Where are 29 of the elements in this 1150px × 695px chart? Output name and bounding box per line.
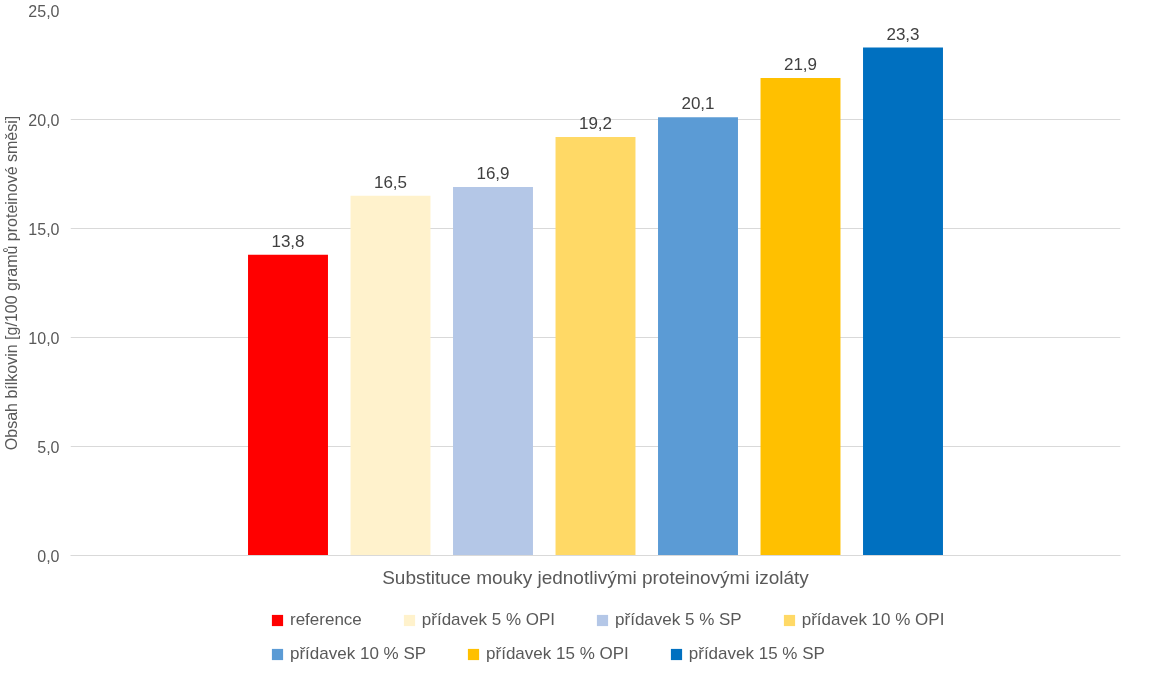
legend-label: přídavek 10 % OPI — [801, 610, 945, 630]
data-label: 16,9 — [476, 164, 510, 184]
y-tick-label: 5,0 — [37, 438, 60, 456]
bar — [350, 195, 431, 556]
data-label: 16,5 — [373, 172, 408, 192]
legend-label: přídavek 5 % OPI — [421, 610, 556, 630]
legend-label: reference — [290, 610, 362, 630]
legend-label: přídavek 15 % OPI — [486, 644, 629, 664]
bar — [658, 117, 738, 556]
data-label: 23,3 — [886, 24, 920, 44]
y-tick-label: 25,0 — [28, 2, 60, 20]
y-tick-label: 0,0 — [37, 547, 60, 565]
bar — [760, 78, 841, 556]
legend-label: přídavek 10 % SP — [290, 644, 427, 664]
data-label: 20,1 — [681, 94, 715, 114]
data-label: 19,2 — [578, 113, 613, 133]
y-tick-label: 10,0 — [28, 329, 60, 347]
x-axis-title: Substituce mouky jednotlivými proteinovými izoláty — [382, 566, 810, 588]
bar — [248, 254, 328, 556]
bar — [863, 47, 943, 556]
y-tick-label: 15,0 — [28, 220, 60, 238]
bar — [453, 187, 533, 556]
y-axis-title: Obsah bílkovin [g/100 gramů proteinové směsi] — [3, 115, 21, 451]
data-label: 21,9 — [783, 55, 818, 75]
legend-label: přídavek 5 % SP — [615, 610, 742, 630]
legend-label: přídavek 15 % SP — [688, 644, 825, 664]
y-tick-label: 20,0 — [28, 111, 60, 129]
bar — [555, 136, 636, 556]
data-label: 13,8 — [271, 231, 305, 251]
